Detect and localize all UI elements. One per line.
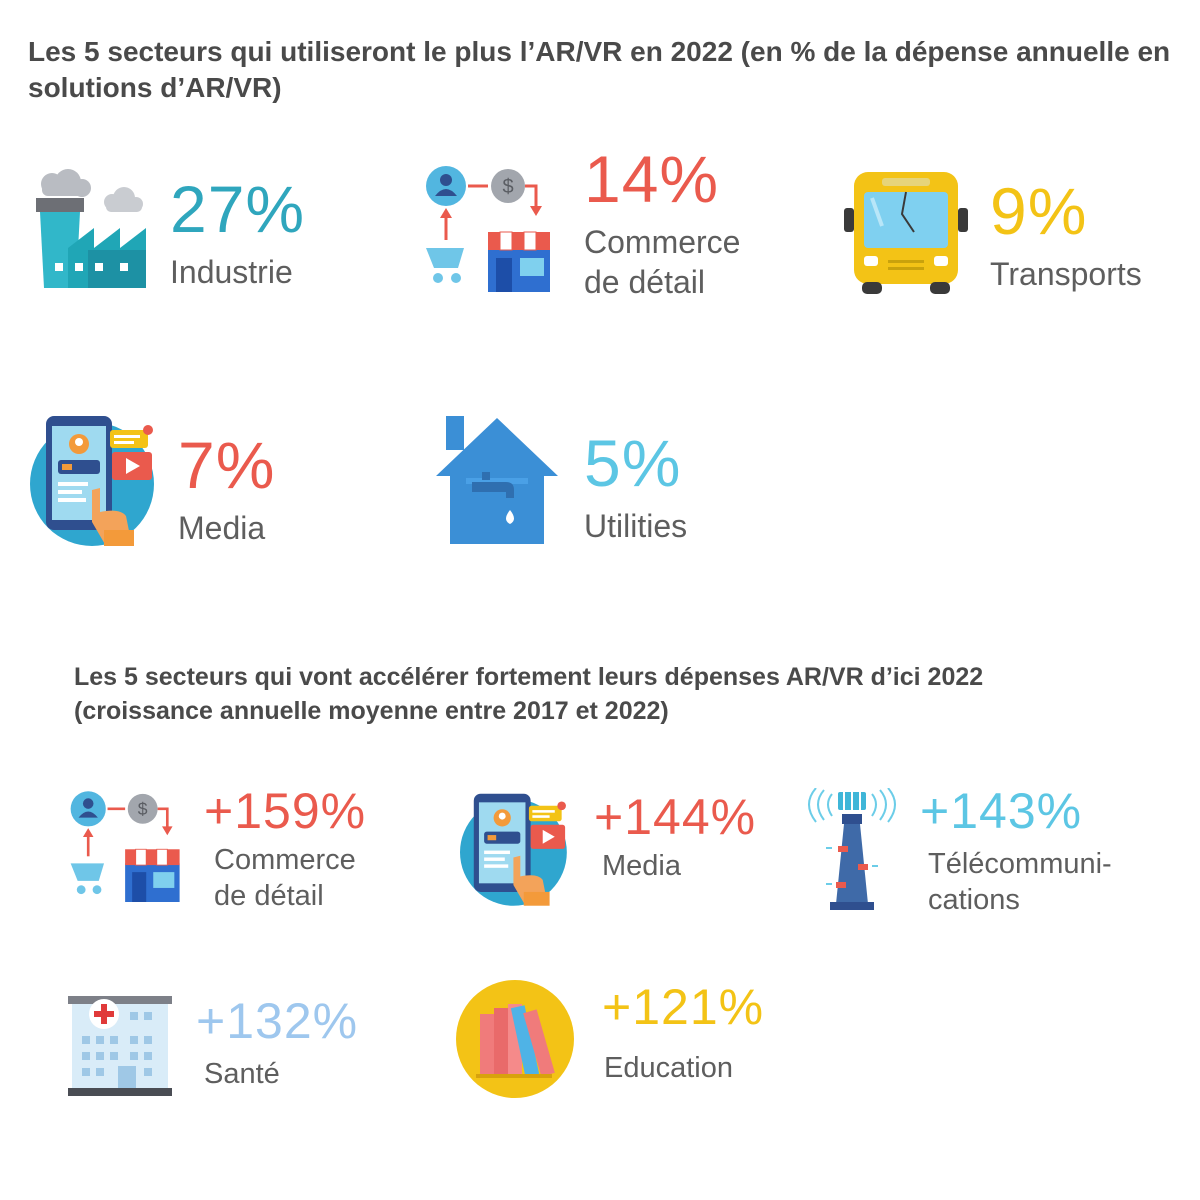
telecom-growth-label-line1: Télécommuni- — [928, 848, 1112, 880]
utilities-value: 5% — [584, 426, 682, 500]
education-growth-value: +121% — [602, 979, 765, 1035]
sante-growth-value: +132% — [196, 993, 359, 1049]
mobile-media-icon — [30, 412, 160, 546]
telecom-growth-value: +143% — [920, 783, 1083, 839]
bus-icon — [842, 168, 970, 296]
books-icon — [456, 980, 574, 1098]
transports-value: 9% — [990, 174, 1088, 248]
retail-shop-icon: $ — [68, 786, 184, 902]
telecom-tower-icon — [804, 788, 900, 912]
commerce-value: 14% — [584, 142, 720, 216]
commerce-growth-label-line1: Commerce — [214, 844, 356, 876]
factory-icon — [28, 168, 146, 290]
media-label: Media — [178, 510, 266, 546]
commerce-label-line2: de détail — [584, 264, 705, 300]
media-value: 7% — [178, 428, 276, 502]
industrie-value: 27% — [170, 172, 306, 246]
section-2-title: Les 5 secteurs qui vont accélérer fortem… — [74, 663, 984, 725]
hospital-icon — [68, 992, 172, 1096]
retail-shop-icon: $ — [424, 160, 554, 292]
svg-text:$: $ — [502, 176, 513, 198]
sante-growth-label: Santé — [204, 1058, 280, 1090]
mobile-media-icon — [460, 790, 572, 906]
section-1-title: Les 5 secteurs qui utiliseront le plus l… — [28, 36, 1171, 103]
commerce-growth-value: +159% — [204, 783, 367, 839]
house-water-tap-icon — [436, 414, 558, 544]
industrie-label: Industrie — [170, 254, 293, 290]
media-growth-value: +144% — [594, 789, 757, 845]
transports-label: Transports — [990, 256, 1142, 292]
media-growth-label: Media — [602, 850, 681, 882]
commerce-growth-label-line2: de détail — [214, 880, 324, 912]
utilities-label: Utilities — [584, 508, 688, 544]
education-growth-label: Education — [604, 1052, 733, 1084]
svg-text:$: $ — [138, 799, 148, 819]
commerce-label-line1: Commerce — [584, 224, 741, 260]
telecom-growth-label-line2: cations — [928, 884, 1020, 916]
